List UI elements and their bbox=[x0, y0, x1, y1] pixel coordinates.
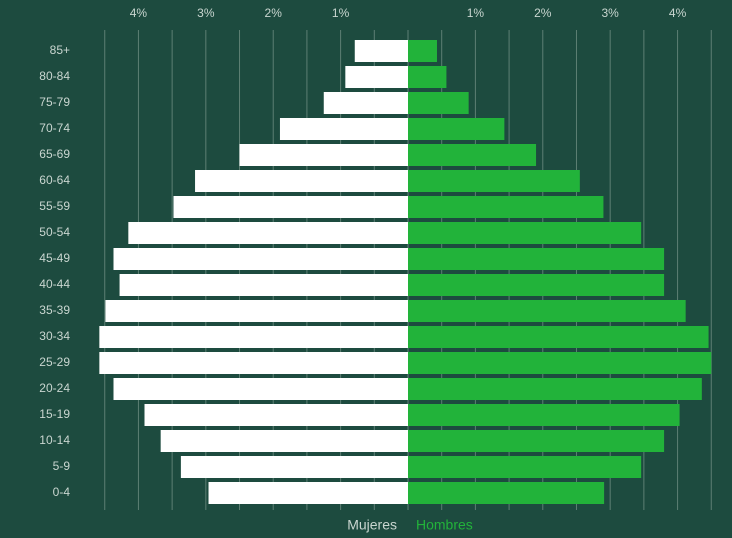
y-tick-label: 75-79 bbox=[39, 95, 70, 109]
y-tick-label: 10-14 bbox=[39, 433, 70, 447]
bar bbox=[408, 456, 642, 478]
bar bbox=[408, 170, 580, 192]
bar bbox=[354, 40, 408, 62]
bar bbox=[180, 456, 408, 478]
legend-entry: Hombres bbox=[416, 517, 473, 533]
bar bbox=[113, 378, 408, 400]
bar bbox=[208, 482, 408, 504]
bar bbox=[408, 66, 447, 88]
bar bbox=[408, 274, 665, 296]
bar bbox=[408, 92, 469, 114]
legend-entry: Mujeres bbox=[347, 517, 397, 533]
bar bbox=[279, 118, 408, 140]
bar bbox=[113, 248, 408, 270]
bar bbox=[408, 144, 537, 166]
y-tick-label: 40-44 bbox=[39, 277, 70, 291]
y-tick-label: 50-54 bbox=[39, 225, 70, 239]
bar bbox=[105, 300, 409, 322]
bar bbox=[408, 378, 702, 400]
bar bbox=[408, 404, 680, 426]
bar bbox=[408, 326, 709, 348]
y-tick-label: 35-39 bbox=[39, 303, 70, 317]
x-tick-label: 1% bbox=[467, 6, 485, 20]
y-tick-label: 0-4 bbox=[53, 485, 71, 499]
bar bbox=[128, 222, 408, 244]
bar bbox=[144, 404, 408, 426]
bar bbox=[408, 300, 686, 322]
bar bbox=[408, 352, 712, 374]
bar bbox=[239, 144, 408, 166]
bar bbox=[408, 248, 665, 270]
x-tick-label: 1% bbox=[332, 6, 350, 20]
bar bbox=[408, 430, 665, 452]
bar bbox=[408, 482, 605, 504]
y-tick-label: 70-74 bbox=[39, 121, 70, 135]
bar bbox=[408, 196, 604, 218]
bar bbox=[323, 92, 408, 114]
bar bbox=[408, 118, 505, 140]
y-tick-label: 20-24 bbox=[39, 381, 70, 395]
y-tick-label: 55-59 bbox=[39, 199, 70, 213]
bar bbox=[160, 430, 408, 452]
x-tick-label: 2% bbox=[265, 6, 283, 20]
bar bbox=[408, 222, 642, 244]
x-tick-label: 3% bbox=[197, 6, 215, 20]
x-tick-label: 4% bbox=[130, 6, 148, 20]
y-tick-label: 30-34 bbox=[39, 329, 70, 343]
bar bbox=[99, 352, 408, 374]
bar bbox=[173, 196, 408, 218]
bar bbox=[408, 40, 437, 62]
bar bbox=[119, 274, 408, 296]
x-tick-label: 4% bbox=[669, 6, 687, 20]
y-tick-label: 80-84 bbox=[39, 69, 70, 83]
bar bbox=[345, 66, 408, 88]
x-tick-label: 3% bbox=[602, 6, 620, 20]
y-tick-label: 15-19 bbox=[39, 407, 70, 421]
y-tick-label: 45-49 bbox=[39, 251, 70, 265]
bar bbox=[99, 326, 408, 348]
y-tick-label: 65-69 bbox=[39, 147, 70, 161]
x-tick-label: 2% bbox=[534, 6, 552, 20]
y-tick-label: 25-29 bbox=[39, 355, 70, 369]
y-tick-label: 5-9 bbox=[53, 459, 71, 473]
bar bbox=[195, 170, 408, 192]
y-tick-label: 85+ bbox=[50, 43, 70, 57]
y-tick-label: 60-64 bbox=[39, 173, 70, 187]
